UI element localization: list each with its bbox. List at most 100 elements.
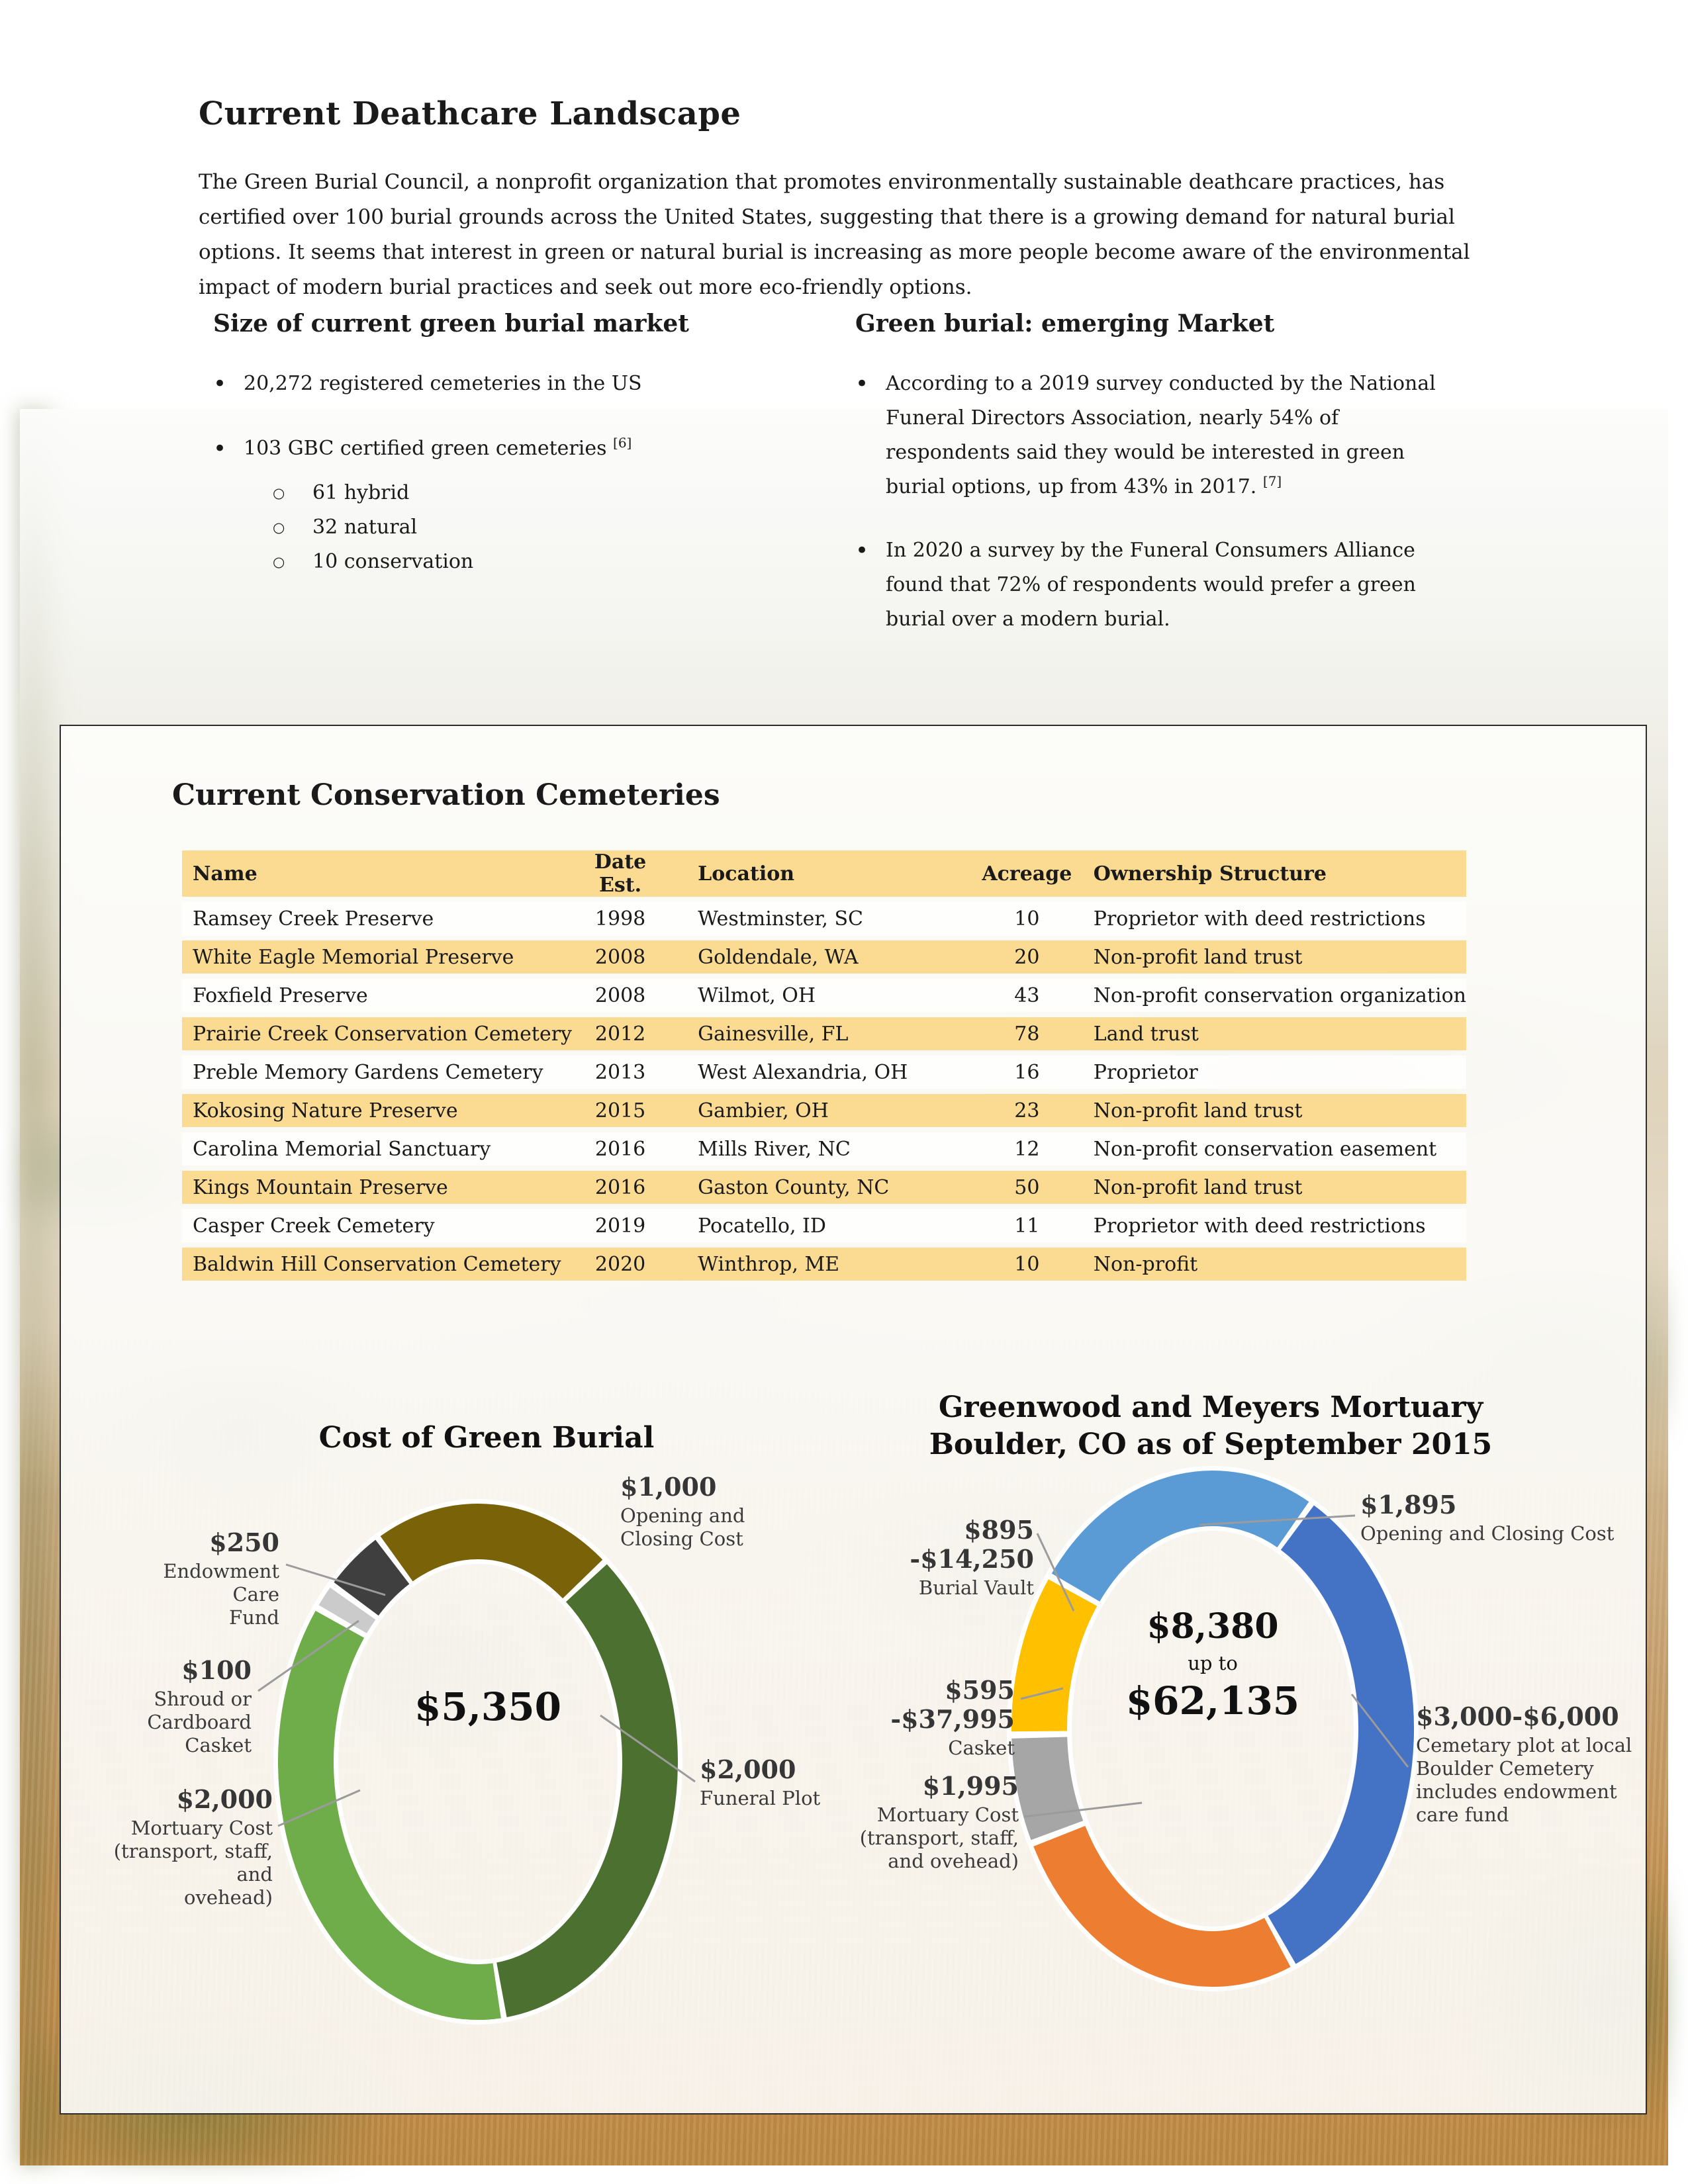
page-title: Current Deathcare Landscape [199, 95, 741, 133]
chart-label-desc: care fund [1416, 1803, 1509, 1826]
market-size-bullets: 20,272 registered cemeteries in the US 1… [213, 367, 835, 467]
bullet-dot-icon [213, 367, 244, 402]
donut-segment-cemetery-plot [1268, 1505, 1415, 1964]
conservation-cemeteries-panel: Current Conservation Cemeteries Name Dat… [60, 725, 1647, 2115]
donut-segment-burial-vault [1011, 1579, 1098, 1732]
donut-center-total: $8,380 up to $62,135 [1080, 1606, 1345, 1723]
center-up-to: up to [1188, 1652, 1238, 1674]
table-header-row: Name Date Est. Location Acreage Ownershi… [182, 850, 1466, 897]
chart-label-desc: Shroud or [154, 1688, 252, 1710]
table-row: Foxfield Preserve 2008 Wilmot, OH 43 Non-pro… [182, 979, 1466, 1012]
panel-heading: Current Conservation Cemeteries [172, 778, 720, 812]
bullet-fca-survey: In 2020 a survey by the Funeral Consumer… [855, 533, 1464, 637]
table-row: Kokosing Nature Preserve 2015 Gambier, OH 2… [182, 1094, 1466, 1127]
leader-line [1036, 1533, 1075, 1612]
chart-label-casket: $595 -$37,995 Casket [816, 1676, 1015, 1760]
donut-ring-outline [273, 1499, 682, 2025]
table-row: Kings Mountain Preserve 2016 Gaston County… [182, 1171, 1466, 1204]
leader-line [1023, 1801, 1143, 1818]
chart-label-amount: $595 -$37,995 [890, 1675, 1015, 1734]
donut-segment-shroud-or-cardboard-casket [318, 1587, 376, 1634]
chart-label-desc: includes endowment [1416, 1780, 1617, 1803]
leader-line [1020, 1687, 1064, 1700]
bullet-dot-icon [213, 432, 244, 467]
chart-label-amount: $895 -$14,250 [910, 1515, 1034, 1574]
chart-label-desc: Fund [228, 1606, 279, 1629]
center-min-total: $8,380 [1147, 1606, 1279, 1647]
donut-segment-opening-closing-cost [1051, 1471, 1309, 1602]
emerging-market-bullets: According to a 2019 survey conducted by … [855, 367, 1464, 637]
chart-label-opening-closing-cost: $1,895 Opening and Closing Cost [1360, 1490, 1645, 1545]
chart-label-desc: Closing Cost [620, 1527, 743, 1550]
circle-bullet-icon [273, 477, 312, 511]
donut-segment-opening-closing-cost [380, 1504, 603, 1599]
donut-ring-outline [1007, 1466, 1419, 1991]
chart-label-shroud-or-cardboard-casket: $100 Shroud or Cardboard Casket [86, 1656, 252, 1757]
chart-label-amount: $1,995 [922, 1771, 1019, 1801]
bullet-registered-cemeteries: 20,272 registered cemeteries in the US [213, 367, 835, 402]
chart-label-desc: Mortuary Cost [130, 1817, 273, 1839]
bullet-dot-icon [855, 533, 886, 637]
donut-segment-casket [1011, 1736, 1084, 1841]
emerging-market-heading: Green burial: emerging Market [855, 310, 1275, 338]
column-header-acreage: Acreage [969, 850, 1084, 897]
leader-line [258, 1619, 359, 1692]
chart-label-desc: Burial Vault [918, 1576, 1034, 1599]
chart-label-desc: Mortuary Cost [876, 1803, 1019, 1826]
chart-label-desc: Boulder Cemetery [1416, 1757, 1594, 1780]
column-header-location: Location [669, 850, 970, 897]
table-row: Prairie Creek Conservation Cemetery 2012 G… [182, 1017, 1466, 1050]
leader-line [600, 1714, 696, 1783]
sub-bullet-hybrid: 61 hybrid [273, 477, 835, 511]
chart-label-endowment-care-fund: $250 Endowment Care Fund [114, 1528, 279, 1629]
bullet-text: In 2020 a survey by the Funeral Consumer… [886, 539, 1416, 631]
bullet-gbc-certified: 103 GBC certified green cemeteries [6] [213, 432, 835, 467]
bullet-text: 20,272 registered cemeteries in the US [244, 372, 642, 395]
donut-segment-endowment-care-fund [334, 1539, 410, 1616]
chart-label-amount: $250 [209, 1527, 279, 1557]
chart-label-desc: Casket [948, 1737, 1015, 1759]
emerging-market-column: Green burial: emerging Market According … [855, 310, 1464, 637]
bullet-nfda-survey: According to a 2019 survey conducted by … [855, 367, 1464, 504]
donut-segment-mortuary-cost [278, 1610, 501, 2020]
chart-label-desc: and ovehead) [888, 1850, 1019, 1872]
donut-segment-funeral-plot [496, 1564, 678, 2017]
sub-bullet-natural: 32 natural [273, 511, 835, 545]
market-size-heading: Size of current green burial market [213, 310, 689, 338]
donut-segment-mortuary-cost [1033, 1825, 1291, 1987]
market-size-column: Size of current green burial market 20,2… [213, 310, 835, 580]
chart-label-desc: ovehead) [183, 1886, 273, 1909]
leader-line [285, 1563, 386, 1596]
center-max-total: $62,135 [1125, 1678, 1300, 1723]
table-row: Baldwin Hill Conservation Cemetery 2020 Wi… [182, 1248, 1466, 1281]
chart-title: Cost of Green Burial [318, 1421, 655, 1455]
chart-label-desc: Cemetary plot at local [1416, 1734, 1632, 1756]
chart-label-desc: (transport, staff, [859, 1827, 1019, 1849]
leader-line [1199, 1514, 1356, 1526]
conservation-cemeteries-table: Name Date Est. Location Acreage Ownershi… [182, 845, 1466, 1286]
table-row: Ramsey Creek Preserve 1998 Westminster, SC… [182, 902, 1466, 935]
chart-label-mortuary-cost: $1,995 Mortuary Cost (transport, staff, and… [833, 1772, 1019, 1873]
chart-label-desc: (transport, staff, and [113, 1840, 273, 1886]
chart-label-desc: Opening and [620, 1504, 745, 1527]
footnote-ref: [6] [613, 435, 632, 451]
bullet-dot-icon [855, 367, 886, 504]
chart-label-opening-closing-cost: $1,000 Opening and Closing Cost [620, 1473, 839, 1551]
chart-label-amount: $2,000 [700, 1754, 796, 1784]
chart-label-amount: $2,000 [176, 1784, 273, 1814]
chart-label-desc: Endowment Care [163, 1560, 279, 1606]
table-row: Carolina Memorial Sanctuary 2016 Mills Riv… [182, 1132, 1466, 1165]
table-row: Casper Creek Cemetery 2019 Pocatello, ID 11… [182, 1209, 1466, 1242]
market-size-sub-bullets: 61 hybrid 32 natural 10 conservation [273, 477, 835, 580]
leader-line [1350, 1694, 1409, 1768]
table-row: Preble Memory Gardens Cemetery 2013 West A… [182, 1056, 1466, 1089]
chart-label-burial-vault: $895 -$14,250 Burial Vault [835, 1516, 1034, 1600]
bullet-text: 103 GBC certified green cemeteries [6] [244, 435, 632, 460]
chart-label-desc: Funeral Plot [700, 1787, 821, 1809]
chart-title: Greenwood and Meyers Mortuary Boulder, C… [880, 1389, 1542, 1464]
chart-label-desc: Opening and Closing Cost [1360, 1522, 1615, 1545]
column-header-ownership: Ownership Structure [1084, 850, 1466, 897]
footnote-ref: [7] [1262, 473, 1282, 489]
bullet-text: According to a 2019 survey conducted by … [886, 372, 1436, 498]
